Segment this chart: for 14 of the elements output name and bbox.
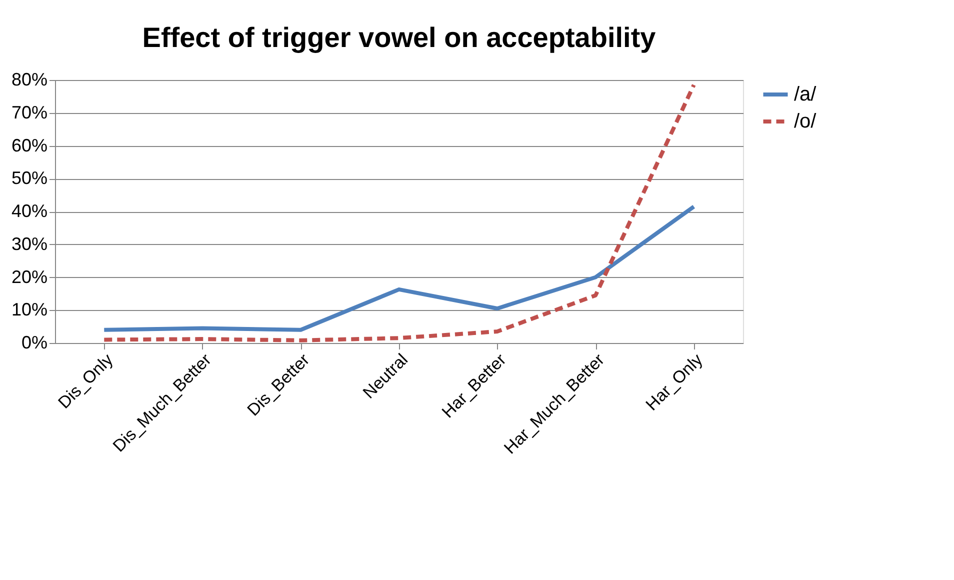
line-series	[102, 82, 696, 342]
legend-label: /a/	[794, 84, 817, 106]
y-tick-label: 10%	[11, 300, 48, 320]
y-tick-label: 40%	[11, 201, 48, 221]
y-tick-label: 30%	[11, 234, 48, 254]
y-tick-label: 0%	[21, 332, 48, 352]
y-tick-label: 60%	[11, 135, 48, 156]
y-tick-label: 80%	[11, 70, 48, 90]
chart-title: Effect of trigger vowel on acceptability	[142, 22, 656, 53]
y-tick-label: 50%	[11, 168, 48, 188]
line-series	[102, 204, 696, 332]
y-tick-label: 20%	[11, 266, 48, 287]
y-tick-label: 70%	[11, 102, 48, 122]
legend-label: /o/	[794, 110, 817, 132]
